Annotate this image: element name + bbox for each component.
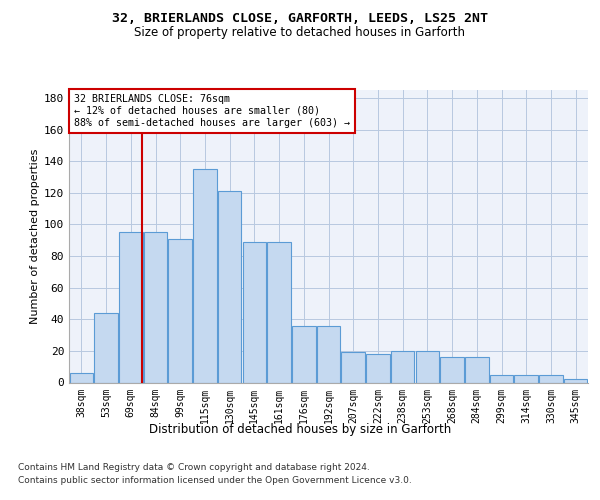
Bar [539, 374, 563, 382]
Bar [366, 354, 389, 382]
Bar [465, 357, 488, 382]
Bar [70, 373, 93, 382]
Text: Contains public sector information licensed under the Open Government Licence v3: Contains public sector information licen… [18, 476, 412, 485]
Text: Contains HM Land Registry data © Crown copyright and database right 2024.: Contains HM Land Registry data © Crown c… [18, 462, 370, 471]
Bar [292, 326, 316, 382]
Bar [268, 242, 291, 382]
Text: Distribution of detached houses by size in Garforth: Distribution of detached houses by size … [149, 422, 451, 436]
Bar [490, 374, 513, 382]
Text: 32 BRIERLANDS CLOSE: 76sqm
← 12% of detached houses are smaller (80)
88% of semi: 32 BRIERLANDS CLOSE: 76sqm ← 12% of deta… [74, 94, 350, 128]
Bar [341, 352, 365, 382]
Bar [416, 351, 439, 382]
Text: Size of property relative to detached houses in Garforth: Size of property relative to detached ho… [134, 26, 466, 39]
Bar [391, 351, 415, 382]
Bar [193, 169, 217, 382]
Bar [242, 242, 266, 382]
Bar [218, 191, 241, 382]
Bar [119, 232, 143, 382]
Bar [440, 357, 464, 382]
Bar [169, 238, 192, 382]
Bar [144, 232, 167, 382]
Bar [94, 313, 118, 382]
Bar [564, 380, 587, 382]
Y-axis label: Number of detached properties: Number of detached properties [30, 148, 40, 324]
Text: 32, BRIERLANDS CLOSE, GARFORTH, LEEDS, LS25 2NT: 32, BRIERLANDS CLOSE, GARFORTH, LEEDS, L… [112, 12, 488, 26]
Bar [514, 374, 538, 382]
Bar [317, 326, 340, 382]
